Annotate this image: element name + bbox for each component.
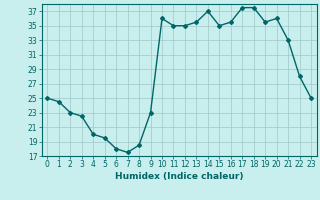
X-axis label: Humidex (Indice chaleur): Humidex (Indice chaleur) xyxy=(115,172,244,181)
